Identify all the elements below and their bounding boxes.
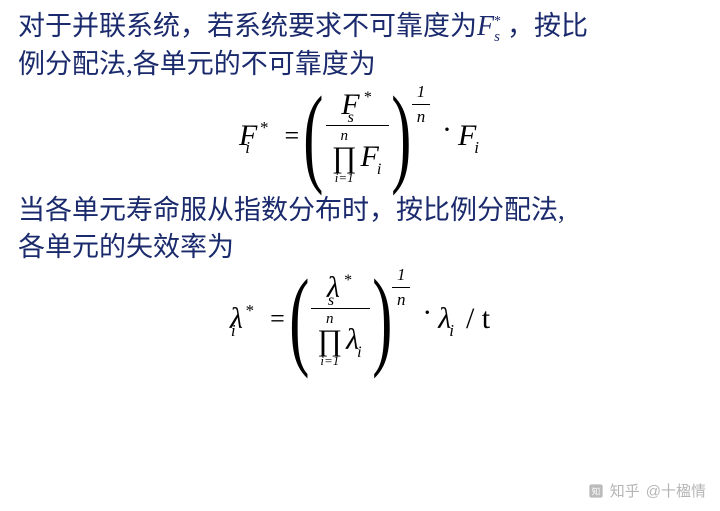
zhihu-icon: 知 <box>588 483 604 499</box>
f1-numer: Fs* <box>333 88 382 122</box>
lparen-icon: ( <box>289 272 309 366</box>
p2-text-b: 各单元的失效率为 <box>18 232 234 262</box>
f1-paren-block: ( Fs* n ∏ i=1 Fi <box>305 88 410 184</box>
svg-text:知: 知 <box>591 485 600 496</box>
formula-1: Fi* = ( Fs* n ∏ i=1 <box>239 88 481 184</box>
formula-2-wrap: λi* = ( λs* n ∏ i=1 <box>18 271 702 367</box>
f2-exponent: 1 n <box>392 265 410 310</box>
f2-paren-block: ( λs* n ∏ i=1 λi <box>291 271 390 367</box>
watermark-user: @十楹情 <box>646 480 706 501</box>
p1-text-b: ，按比 <box>507 11 588 41</box>
inline-Fs-star: Fs* <box>477 11 507 42</box>
f2-numer: λs* <box>319 271 362 305</box>
f2-lhs: λi* <box>230 302 256 336</box>
f1-lhs: Fi* <box>239 119 271 153</box>
prod-icon: n ∏ i=1 <box>317 312 342 367</box>
f1-frac: Fs* n ∏ i=1 Fi <box>326 88 389 184</box>
prod-icon: n ∏ i=1 <box>332 129 357 184</box>
paragraph-2: 当各单元寿命服从指数分布时，按比例分配法, 各单元的失效率为 <box>18 192 702 265</box>
f2-frac: λs* n ∏ i=1 λi <box>311 271 369 367</box>
watermark: 知 知乎 @十楹情 <box>588 480 706 501</box>
f2-tail: · λi / t <box>422 302 490 336</box>
watermark-brand: 知乎 <box>610 480 640 501</box>
f1-eq: = <box>285 121 300 151</box>
f1-exponent: 1 n <box>412 82 430 127</box>
rparen-icon: ) <box>392 89 412 183</box>
f2-denom: n ∏ i=1 λi <box>311 312 369 367</box>
paragraph-1: 对于并联系统，若系统要求不可靠度为Fs*，按比 例分配法,各单元的不可靠度为 <box>18 8 702 82</box>
formula-1-wrap: Fi* = ( Fs* n ∏ i=1 <box>18 88 702 184</box>
f1-tail: · Fi <box>442 119 481 153</box>
lparen-icon: ( <box>303 89 323 183</box>
p2-text-a: 当各单元寿命服从指数分布时，按比例分配法, <box>18 195 565 225</box>
f1-denom: n ∏ i=1 Fi <box>326 129 389 184</box>
p1-text-a: 对于并联系统，若系统要求不可靠度为 <box>18 11 477 41</box>
rparen-icon: ) <box>372 272 392 366</box>
formula-2: λi* = ( λs* n ∏ i=1 <box>230 271 490 367</box>
f2-eq: = <box>270 304 285 334</box>
